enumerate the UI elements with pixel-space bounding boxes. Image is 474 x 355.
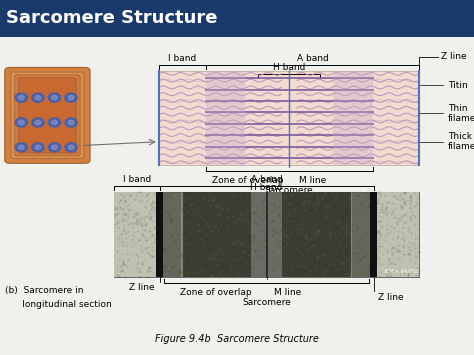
Circle shape [48,143,61,152]
Text: Thin
filament: Thin filament [448,104,474,123]
Circle shape [65,93,77,102]
Circle shape [18,95,24,100]
FancyBboxPatch shape [159,71,419,165]
Text: M line: M line [274,288,301,296]
FancyBboxPatch shape [0,0,474,37]
Circle shape [48,93,61,102]
Circle shape [32,93,44,102]
FancyBboxPatch shape [114,192,419,277]
FancyBboxPatch shape [15,75,80,156]
Text: Sarcomere: Sarcomere [242,298,291,307]
FancyBboxPatch shape [251,192,282,277]
FancyBboxPatch shape [182,192,351,277]
Text: I band: I band [123,175,151,184]
Text: Sarcomere Structure: Sarcomere Structure [6,9,217,27]
Text: Sarcomere: Sarcomere [265,186,313,195]
Text: TEM × 64,000: TEM × 64,000 [383,269,418,274]
FancyBboxPatch shape [18,78,76,153]
Circle shape [18,120,24,125]
Circle shape [48,118,61,127]
FancyBboxPatch shape [5,67,90,163]
Circle shape [32,143,44,152]
Text: Thick
filament: Thick filament [448,132,474,151]
Text: Z line: Z line [129,283,155,292]
Circle shape [68,95,74,100]
Circle shape [52,145,57,149]
Text: H band: H band [273,63,305,72]
Text: Z line: Z line [441,52,466,61]
FancyBboxPatch shape [156,192,164,277]
Text: longitudinal section: longitudinal section [5,300,111,309]
Text: (b)  Sarcomere in: (b) Sarcomere in [5,286,83,295]
Text: Titin: Titin [448,81,468,89]
FancyBboxPatch shape [160,192,181,277]
Text: Zone of overlap: Zone of overlap [180,288,251,296]
Circle shape [15,143,27,152]
Circle shape [52,95,57,100]
FancyBboxPatch shape [352,192,374,277]
Circle shape [35,145,41,149]
FancyBboxPatch shape [11,72,84,159]
Circle shape [65,143,77,152]
Circle shape [15,118,27,127]
FancyBboxPatch shape [114,192,160,277]
Circle shape [52,120,57,125]
Circle shape [68,145,74,149]
Circle shape [32,118,44,127]
Circle shape [18,145,24,149]
Circle shape [15,93,27,102]
Text: Z line: Z line [378,293,404,302]
Text: I band: I band [168,54,196,63]
Text: H band: H band [250,183,283,192]
Circle shape [65,118,77,127]
Text: A band: A band [297,54,328,63]
FancyBboxPatch shape [333,71,373,165]
Circle shape [35,120,41,125]
Circle shape [35,95,41,100]
Text: M line: M line [299,176,326,185]
Text: A band: A band [251,175,283,184]
Text: Zone of overlap: Zone of overlap [211,176,283,185]
FancyBboxPatch shape [374,192,419,277]
Text: Figure 9.4b  Sarcomere Structure: Figure 9.4b Sarcomere Structure [155,334,319,344]
FancyBboxPatch shape [206,71,245,165]
FancyBboxPatch shape [370,192,377,277]
Circle shape [68,120,74,125]
